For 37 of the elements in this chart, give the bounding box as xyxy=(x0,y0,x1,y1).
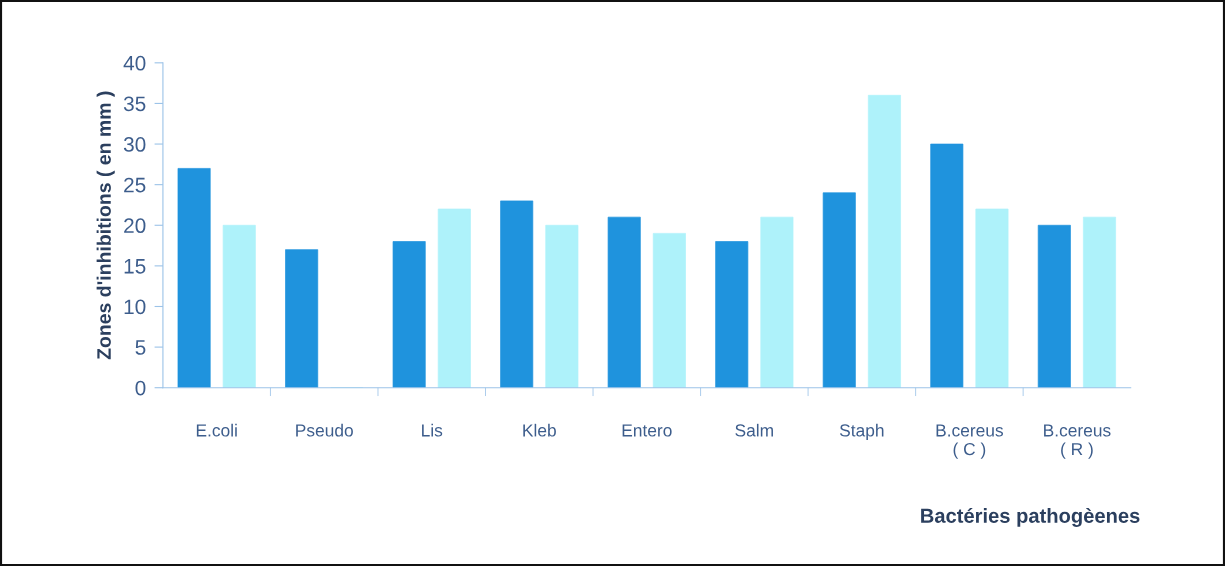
bar xyxy=(285,249,319,388)
x-tick-label: Staph xyxy=(839,423,884,440)
bar xyxy=(715,241,749,388)
y-tick-label: 20 xyxy=(124,218,146,234)
bar xyxy=(177,168,211,388)
bar xyxy=(822,192,856,388)
y-tick-label: 35 xyxy=(123,96,146,112)
x-tick-label: Pseudo xyxy=(296,423,353,437)
bar xyxy=(545,224,579,388)
bar xyxy=(222,224,256,388)
y-tick-label: 0 xyxy=(135,380,146,396)
bar xyxy=(975,208,1009,388)
bar xyxy=(1083,216,1116,388)
bar xyxy=(1037,224,1071,388)
x-axis-title: Bactéries pathogèenes xyxy=(921,507,1140,527)
bar xyxy=(607,216,641,388)
y-tick-label: 15 xyxy=(124,259,146,274)
x-tick-label: Entero xyxy=(622,424,672,437)
bar xyxy=(437,208,471,388)
y-tick-label: 40 xyxy=(123,55,146,71)
x-tick-label: B.cereus ( R ) xyxy=(1044,424,1111,459)
bar xyxy=(500,200,534,388)
y-tick-label: 5 xyxy=(135,340,146,355)
y-tick-label: 30 xyxy=(123,137,146,152)
bar xyxy=(760,216,794,388)
x-tick-label: Lis xyxy=(422,423,443,437)
y-tick-label: 10 xyxy=(124,299,146,315)
bar xyxy=(867,94,901,388)
y-tick-label: 25 xyxy=(124,177,146,193)
x-tick-label: Salm xyxy=(735,423,773,437)
x-tick-label: B.cereus ( C ) xyxy=(936,424,1004,459)
y-axis-title: Zones d'inhibitions ( en mm ) xyxy=(96,91,115,360)
bar xyxy=(930,143,964,388)
bar xyxy=(652,233,686,388)
x-tick-label: Kleb xyxy=(523,423,556,437)
x-tick-label: E.coli xyxy=(196,423,237,437)
bar xyxy=(392,241,426,388)
